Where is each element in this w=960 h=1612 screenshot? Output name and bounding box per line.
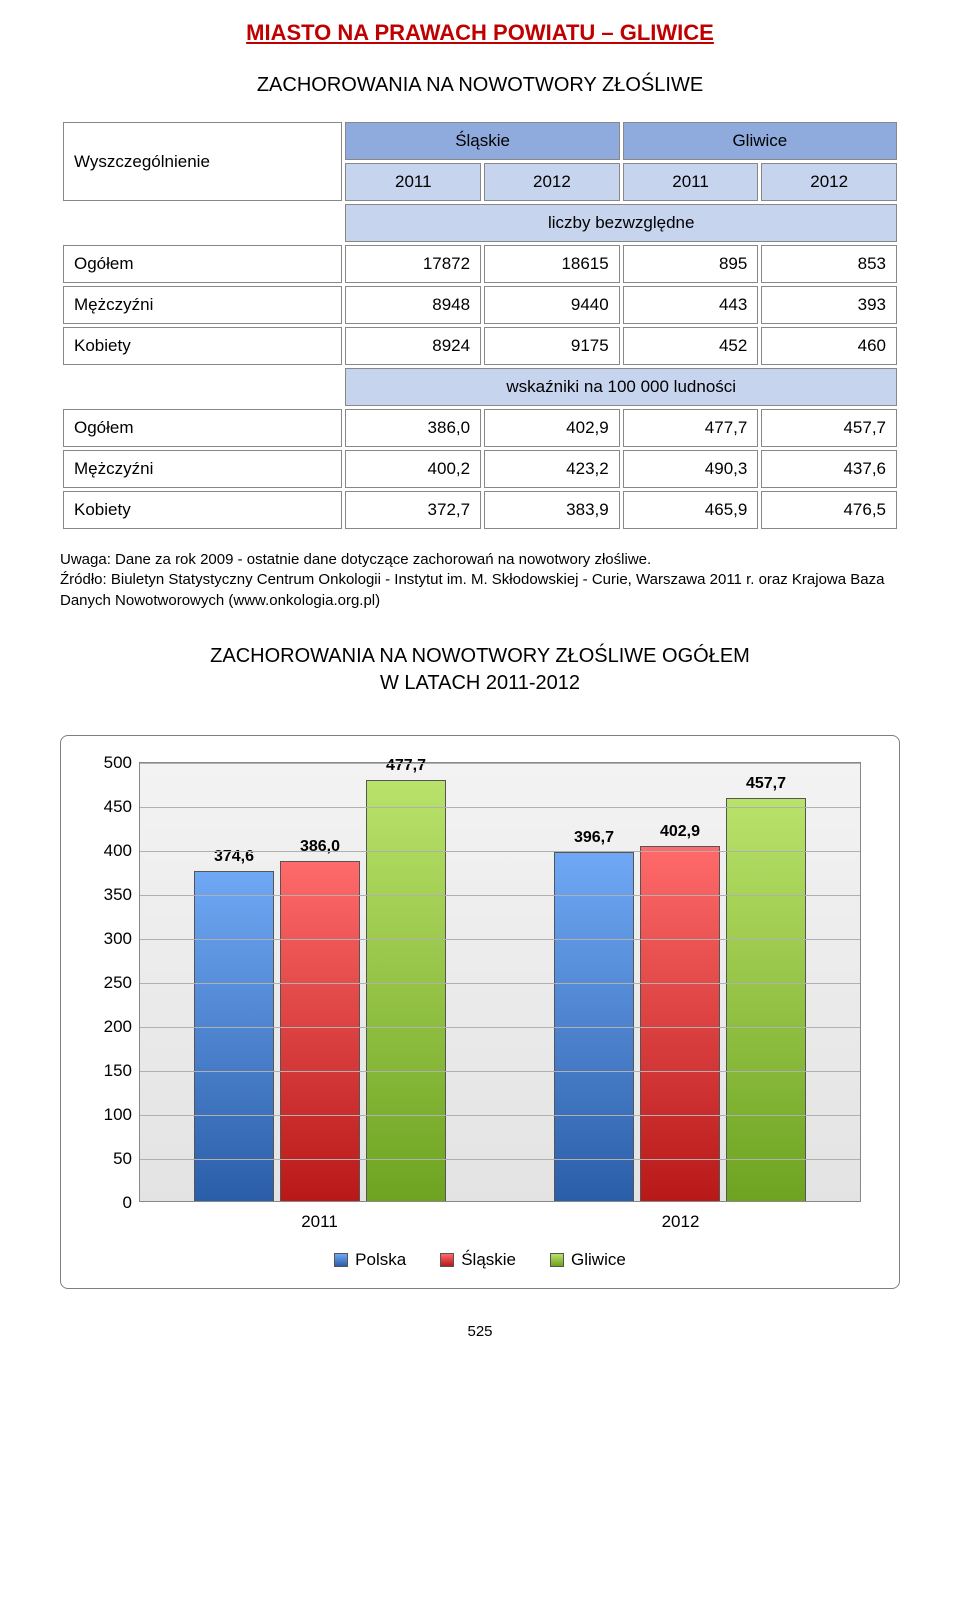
table-cell: 400,2 bbox=[345, 450, 481, 488]
chart-gridline bbox=[140, 895, 860, 896]
chart-bar: 374,6 bbox=[194, 871, 274, 1201]
chart-ytick: 200 bbox=[90, 1017, 132, 1037]
page-number: 525 bbox=[60, 1323, 900, 1340]
chart-frame: 374,6386,0477,7396,7402,9457,7 050100150… bbox=[60, 735, 900, 1289]
chart-gridline bbox=[140, 983, 860, 984]
table-row-label: Kobiety bbox=[63, 327, 342, 365]
chart-ytick: 50 bbox=[90, 1149, 132, 1169]
table-cell: 457,7 bbox=[761, 409, 897, 447]
chart-ytick: 500 bbox=[90, 753, 132, 773]
group-header-1: Gliwice bbox=[623, 122, 897, 160]
chart-gridline bbox=[140, 1027, 860, 1028]
chart-bar-label: 396,7 bbox=[574, 829, 614, 847]
chart-legend-item: Śląskie bbox=[440, 1250, 516, 1270]
table-row-label: Kobiety bbox=[63, 491, 342, 529]
table-cell: 17872 bbox=[345, 245, 481, 283]
chart-gridline bbox=[140, 763, 860, 764]
chart-gridline bbox=[140, 807, 860, 808]
chart-gridline bbox=[140, 851, 860, 852]
chart-ytick: 400 bbox=[90, 841, 132, 861]
chart-legend-swatch bbox=[334, 1253, 348, 1267]
table-cell: 443 bbox=[623, 286, 759, 324]
chart-ytick: 300 bbox=[90, 929, 132, 949]
chart-bar: 457,7 bbox=[726, 798, 806, 1201]
chart-section-title: ZACHOROWANIA NA NOWOTWORY ZŁOŚLIWE OGÓŁE… bbox=[60, 643, 900, 697]
table-cell: 476,5 bbox=[761, 491, 897, 529]
chart-ytick: 450 bbox=[90, 797, 132, 817]
table-cell: 8948 bbox=[345, 286, 481, 324]
chart-bar-label: 402,9 bbox=[660, 823, 700, 841]
table-cell: 18615 bbox=[484, 245, 620, 283]
table-cell: 465,9 bbox=[623, 491, 759, 529]
table-cell: 9175 bbox=[484, 327, 620, 365]
section-title: ZACHOROWANIA NA NOWOTWORY ZŁOŚLIWE bbox=[60, 74, 900, 97]
chart-ytick: 0 bbox=[90, 1193, 132, 1213]
table-row-label: Mężczyźni bbox=[63, 286, 342, 324]
chart-legend-label: Polska bbox=[355, 1250, 406, 1270]
chart-ytick: 100 bbox=[90, 1105, 132, 1125]
table-row-label: Ogółem bbox=[63, 409, 342, 447]
table-cell: 372,7 bbox=[345, 491, 481, 529]
chart-group: 374,6386,0477,7 bbox=[140, 763, 500, 1201]
table-cell: 460 bbox=[761, 327, 897, 365]
chart-legend-label: Gliwice bbox=[571, 1250, 626, 1270]
group-header-0: Śląskie bbox=[345, 122, 619, 160]
chart-bar-label: 386,0 bbox=[300, 838, 340, 856]
table-cell: 895 bbox=[623, 245, 759, 283]
table-cell: 402,9 bbox=[484, 409, 620, 447]
year-header-1: 2012 bbox=[484, 163, 620, 201]
chart-xlabel: 2011 bbox=[139, 1212, 500, 1232]
chart-section-title-line1: ZACHOROWANIA NA NOWOTWORY ZŁOŚLIWE OGÓŁE… bbox=[210, 645, 750, 667]
table-row-label: Ogółem bbox=[63, 245, 342, 283]
year-header-3: 2012 bbox=[761, 163, 897, 201]
note-text: Uwaga: Dane za rok 2009 - ostatnie dane … bbox=[60, 550, 900, 611]
chart-legend-item: Polska bbox=[334, 1250, 406, 1270]
chart-ytick: 250 bbox=[90, 973, 132, 993]
chart-xlabels: 20112012 bbox=[139, 1212, 861, 1232]
chart-gridline bbox=[140, 1159, 860, 1160]
chart-gridline bbox=[140, 1115, 860, 1116]
year-header-2: 2011 bbox=[623, 163, 759, 201]
chart-legend: Polska Śląskie Gliwice bbox=[89, 1250, 871, 1270]
chart-gridline bbox=[140, 939, 860, 940]
chart-section-title-line2: W LATACH 2011-2012 bbox=[380, 672, 580, 694]
subheader-absolute: liczby bezwzględne bbox=[345, 204, 897, 242]
chart-bar: 477,7 bbox=[366, 780, 446, 1200]
chart-ytick: 150 bbox=[90, 1061, 132, 1081]
chart-bar: 402,9 bbox=[640, 846, 720, 1201]
chart-plot: 374,6386,0477,7396,7402,9457,7 050100150… bbox=[139, 762, 861, 1202]
table-cell: 853 bbox=[761, 245, 897, 283]
chart-bar-label: 477,7 bbox=[386, 757, 426, 775]
chart-legend-swatch bbox=[440, 1253, 454, 1267]
chart-bar-label: 457,7 bbox=[746, 775, 786, 793]
table-cell: 8924 bbox=[345, 327, 481, 365]
table-cell: 490,3 bbox=[623, 450, 759, 488]
chart-xlabel: 2012 bbox=[500, 1212, 861, 1232]
table-cell: 383,9 bbox=[484, 491, 620, 529]
table-cell: 423,2 bbox=[484, 450, 620, 488]
page-title: MIASTO NA PRAWACH POWIATU – GLIWICE bbox=[60, 20, 900, 46]
table-cell: 437,6 bbox=[761, 450, 897, 488]
year-header-0: 2011 bbox=[345, 163, 481, 201]
table-cell: 477,7 bbox=[623, 409, 759, 447]
table-cell: 393 bbox=[761, 286, 897, 324]
chart-legend-item: Gliwice bbox=[550, 1250, 626, 1270]
row-header-label: Wyszczególnienie bbox=[63, 122, 342, 201]
chart-bar: 386,0 bbox=[280, 861, 360, 1201]
table-cell: 386,0 bbox=[345, 409, 481, 447]
chart-legend-label: Śląskie bbox=[461, 1250, 516, 1270]
subheader-indices: wskaźniki na 100 000 ludności bbox=[345, 368, 897, 406]
data-table: Wyszczególnienie Śląskie Gliwice 2011 20… bbox=[60, 119, 900, 532]
chart-ytick: 350 bbox=[90, 885, 132, 905]
chart-legend-swatch bbox=[550, 1253, 564, 1267]
table-row-label: Mężczyźni bbox=[63, 450, 342, 488]
chart-groups: 374,6386,0477,7396,7402,9457,7 bbox=[140, 763, 860, 1201]
chart-gridline bbox=[140, 1071, 860, 1072]
chart-group: 396,7402,9457,7 bbox=[500, 763, 860, 1201]
table-cell: 452 bbox=[623, 327, 759, 365]
table-cell: 9440 bbox=[484, 286, 620, 324]
